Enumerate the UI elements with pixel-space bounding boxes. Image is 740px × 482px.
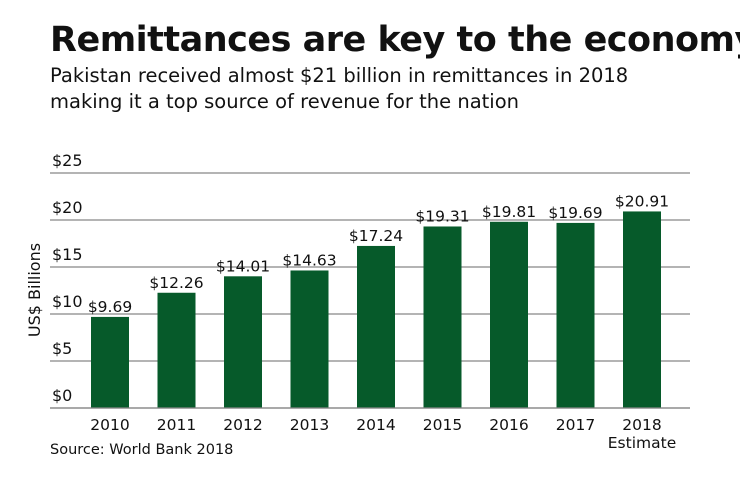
x-tick-label: 2010: [90, 416, 129, 434]
x-tick-label: 2014: [356, 416, 395, 434]
x-tick-label: 2015: [423, 416, 462, 434]
bar-2018: [623, 211, 661, 408]
y-tick-label: $15: [52, 245, 83, 264]
data-label: $20.91: [615, 192, 669, 210]
x-tick-sublabel: Estimate: [608, 434, 676, 452]
bar-2016: [490, 221, 528, 408]
x-tick-label: 2011: [157, 416, 196, 434]
y-tick-label: $20: [52, 198, 83, 217]
data-label: $19.69: [548, 204, 602, 222]
data-label: $19.81: [482, 203, 536, 221]
y-tick-label: $5: [52, 339, 72, 358]
x-tick-label: 2018: [622, 416, 661, 434]
chart-subtitle-line-2: making it a top source of revenue for th…: [50, 90, 520, 113]
y-tick-label: $0: [52, 386, 72, 405]
y-axis-label: US$ Billions: [25, 243, 44, 337]
data-label: $12.26: [149, 274, 203, 292]
data-label: $14.01: [216, 257, 270, 275]
x-tick-label: 2017: [556, 416, 595, 434]
y-tick-label: $25: [52, 151, 83, 170]
source-note: Source: World Bank 2018: [50, 442, 234, 458]
chart-subtitle-line-1: Pakistan received almost $21 billion in …: [50, 64, 629, 87]
bar-2011: [157, 292, 196, 408]
bar-2010: [91, 316, 129, 408]
y-tick-label: $10: [52, 292, 83, 311]
data-label: $14.63: [282, 251, 336, 269]
x-tick-label: 2012: [223, 416, 262, 434]
bar-2015: [423, 226, 462, 408]
data-label: $17.24: [349, 227, 403, 245]
bar-2014: [357, 245, 395, 408]
data-label: $9.69: [88, 298, 132, 316]
bar-2017: [556, 222, 595, 408]
x-tick-label: 2013: [290, 416, 329, 434]
x-tick-label: 2016: [489, 416, 528, 434]
bar-2013: [290, 270, 329, 408]
chart-title: Remittances are key to the economy: [50, 20, 740, 60]
bar-2012: [224, 276, 262, 408]
data-label: $19.31: [415, 207, 469, 225]
